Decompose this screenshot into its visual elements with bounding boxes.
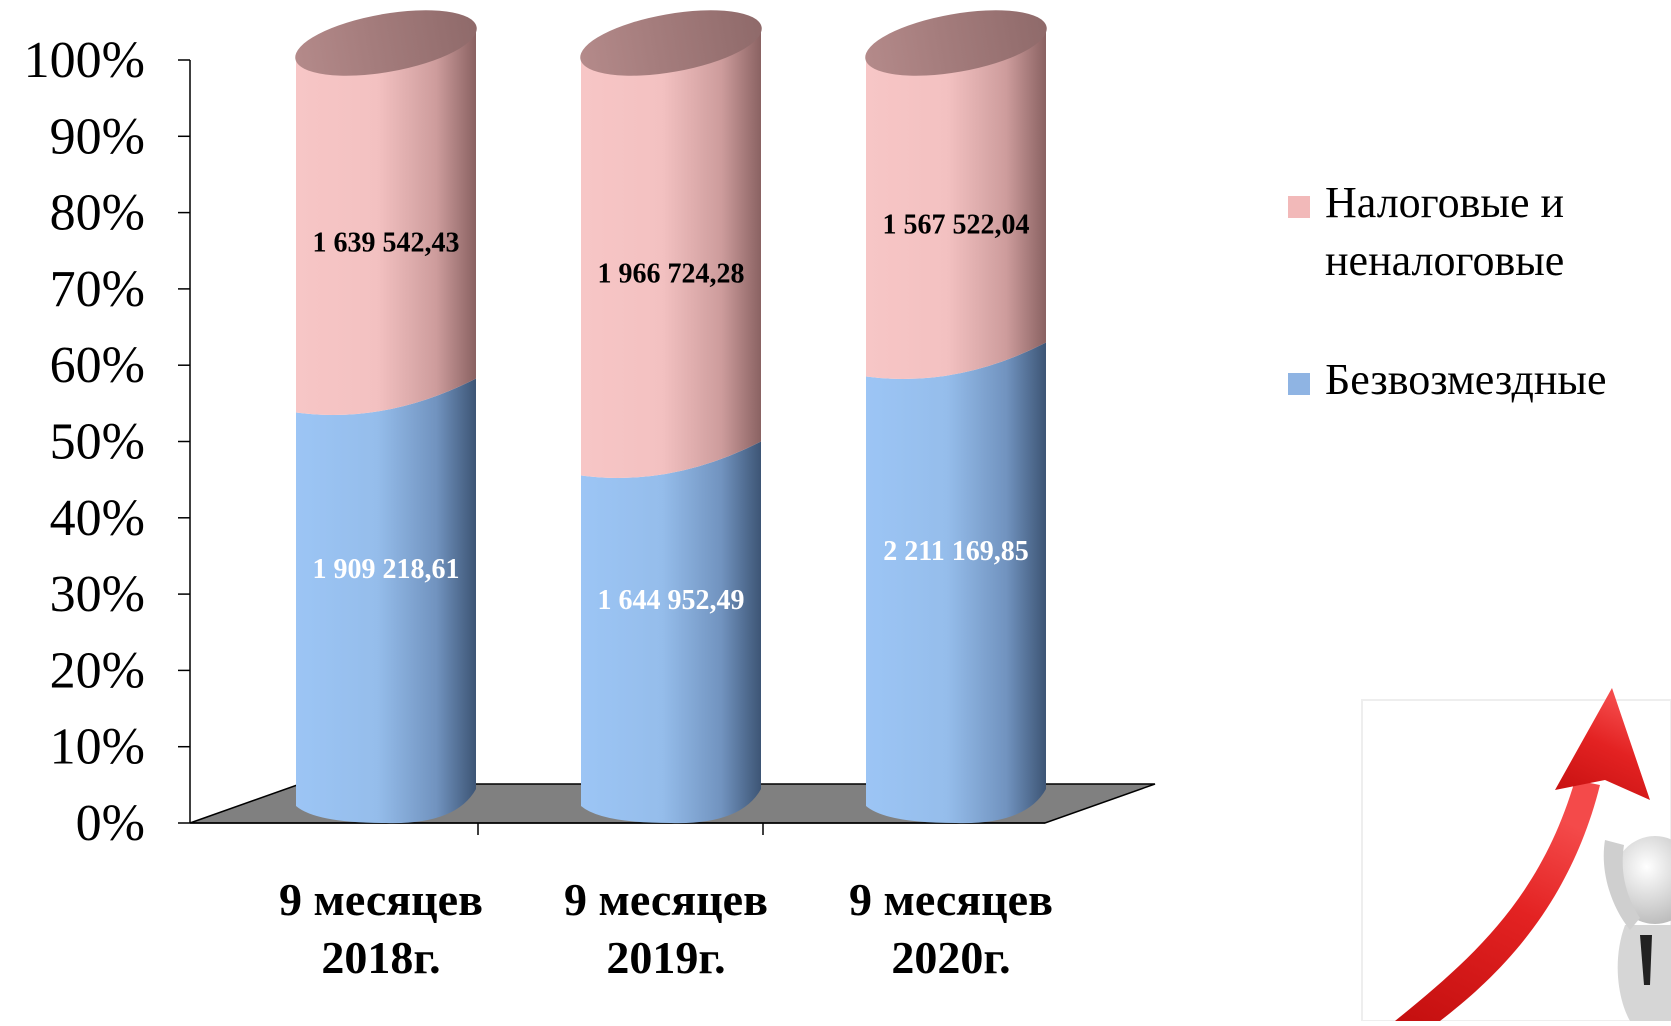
bar-top-cap (580, 10, 762, 76)
bar-segment-bezvozmezdnye (581, 441, 761, 824)
bar-segment-nalogovye (296, 26, 476, 415)
figure-tie (1640, 935, 1652, 985)
y-tick-label: 100% (24, 32, 145, 89)
data-label-nalogovye: 1 567 522,04 (883, 209, 1030, 240)
legend-label: Безвозмездные (1325, 355, 1606, 404)
bar-segment-bezvozmezdnye (866, 342, 1046, 824)
y-tick-label: 50% (50, 414, 145, 471)
y-tick-label: 10% (50, 719, 145, 776)
data-label-bezvozmezdnye: 2 211 169,85 (883, 536, 1028, 567)
y-tick-label: 20% (50, 642, 145, 699)
y-tick-label: 70% (50, 261, 145, 318)
y-tick-label: 30% (50, 566, 145, 623)
data-label-bezvozmezdnye: 1 644 952,49 (598, 585, 745, 616)
data-label-bezvozmezdnye: 1 909 218,61 (313, 554, 460, 585)
bar-top-cap (295, 10, 477, 76)
y-tick-label: 80% (50, 185, 145, 242)
red-arrow-head (1555, 688, 1650, 800)
category-label: 9 месяцев 2018г. (279, 874, 483, 983)
figure-arm (1603, 840, 1640, 930)
growth-arrow-figure-icon (1361, 688, 1671, 1022)
red-arrow-shaft (1395, 780, 1600, 1021)
legend-item-bezvozmezdnye: Безвозмездные (1288, 355, 1606, 404)
y-tick-label: 40% (50, 490, 145, 547)
category-label: 9 месяцев 2019г. (564, 874, 768, 983)
bar-top-cap (865, 10, 1047, 76)
legend-swatch (1288, 373, 1310, 395)
y-tick-label: 0% (76, 795, 145, 852)
bar-segment-nalogovye (581, 26, 761, 478)
bar-segment-bezvozmezdnye (296, 378, 476, 824)
y-tick-label: 60% (50, 337, 145, 394)
y-tick-label: 90% (50, 108, 145, 165)
legend-label: Налоговые и неналоговые (1325, 178, 1564, 285)
category-label: 9 месяцев 2020г. (849, 874, 1053, 983)
data-label-nalogovye: 1 639 542,43 (313, 227, 460, 258)
bar-segment-nalogovye (866, 26, 1046, 379)
legend-item-nalogovye: Налоговые и неналоговые (1288, 178, 1564, 285)
legend-swatch (1288, 196, 1310, 218)
data-label-nalogovye: 1 966 724,28 (598, 259, 745, 290)
